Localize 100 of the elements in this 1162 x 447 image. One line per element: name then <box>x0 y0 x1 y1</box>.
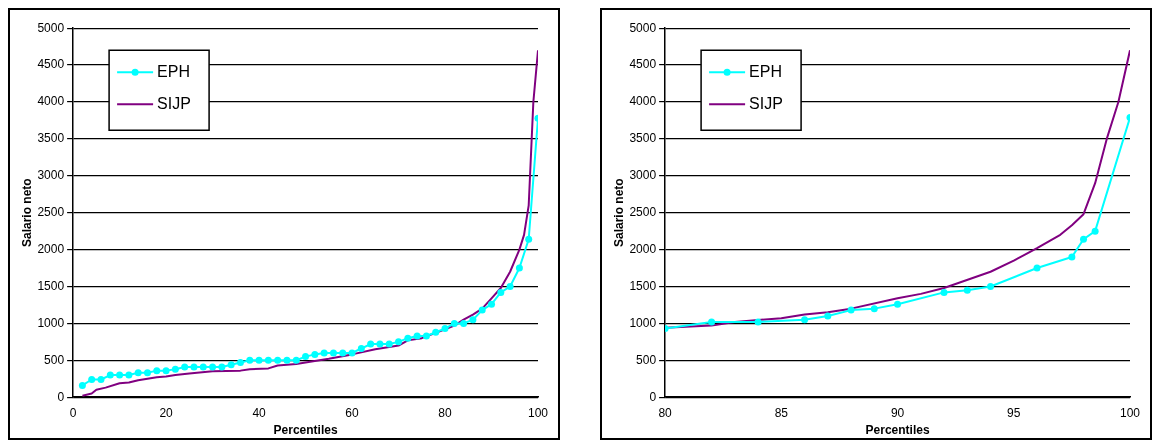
point <box>190 363 198 371</box>
point <box>754 318 762 326</box>
point <box>302 353 310 361</box>
x-tick-label: 20 <box>159 405 174 420</box>
point <box>274 356 282 364</box>
point <box>847 306 855 314</box>
legend-label: SIJP <box>157 94 191 112</box>
x-axis-title: Percentiles <box>273 423 338 438</box>
point <box>227 361 235 369</box>
y-tick-label: 4500 <box>629 57 657 72</box>
y-tick-label: 1000 <box>37 315 65 330</box>
y-tick-label: 3000 <box>629 168 657 183</box>
point <box>708 318 716 326</box>
point <box>292 356 300 364</box>
point <box>153 367 161 375</box>
y-tick-label: 4000 <box>629 94 657 109</box>
x-tick-label: 40 <box>252 405 267 420</box>
y-tick-label: 500 <box>636 352 657 367</box>
y-tick-label: 2000 <box>629 241 657 256</box>
y-tick-label: 0 <box>57 389 65 404</box>
x-tick-label: 90 <box>890 405 905 420</box>
point <box>940 288 948 296</box>
point <box>525 235 533 243</box>
y-tick-label: 4000 <box>37 94 65 109</box>
point <box>1091 227 1099 235</box>
point <box>432 328 440 336</box>
legend-label: SIJP <box>749 94 783 112</box>
y-tick-label: 1500 <box>37 278 65 293</box>
x-tick-label: 85 <box>774 405 789 420</box>
point <box>497 288 505 296</box>
y-tick-label: 500 <box>44 352 65 367</box>
y-axis-title: Salario neto <box>19 178 34 248</box>
x-tick-label: 100 <box>527 405 549 420</box>
point <box>395 338 403 346</box>
y-tick-label: 2500 <box>629 205 657 220</box>
point <box>376 340 384 348</box>
point <box>460 319 468 327</box>
point <box>963 286 971 294</box>
point <box>404 334 412 342</box>
point <box>488 300 496 308</box>
point <box>171 365 179 373</box>
point <box>283 356 291 364</box>
point <box>801 316 809 324</box>
point <box>441 325 449 333</box>
point <box>506 283 514 290</box>
point <box>1068 253 1076 261</box>
point <box>181 363 189 371</box>
y-tick-label: 3500 <box>37 131 65 146</box>
point <box>106 371 114 379</box>
x-tick-label: 0 <box>69 405 77 420</box>
point <box>413 332 421 340</box>
point <box>894 300 902 308</box>
y-tick-label: 5000 <box>629 20 657 35</box>
point <box>515 264 523 272</box>
point <box>1033 264 1041 272</box>
point <box>143 369 151 377</box>
point <box>209 363 217 371</box>
point <box>134 369 142 377</box>
point <box>987 283 995 290</box>
y-tick-label: 3500 <box>629 131 657 146</box>
point <box>478 306 486 314</box>
point <box>255 356 263 364</box>
point <box>320 349 328 357</box>
legend-label: EPH <box>749 62 782 80</box>
point <box>246 356 254 364</box>
point <box>236 359 244 367</box>
y-tick-label: 2000 <box>37 241 65 256</box>
point <box>1080 235 1088 243</box>
point <box>339 349 347 357</box>
point <box>78 381 86 389</box>
y-tick-label: 1000 <box>629 315 657 330</box>
point <box>870 305 878 313</box>
x-tick-label: 60 <box>345 405 360 420</box>
point <box>422 332 430 340</box>
point <box>469 316 477 324</box>
point <box>385 340 393 348</box>
point <box>311 350 319 358</box>
y-tick-label: 0 <box>649 389 657 404</box>
x-tick-label: 80 <box>658 405 673 420</box>
point <box>357 344 365 352</box>
point <box>125 371 133 379</box>
point <box>116 371 124 379</box>
y-tick-label: 3000 <box>37 168 65 183</box>
x-tick-label: 80 <box>438 405 453 420</box>
point <box>329 349 337 357</box>
point <box>450 319 458 327</box>
x-tick-label: 95 <box>1007 405 1021 420</box>
y-tick-label: 5000 <box>37 20 65 35</box>
x-axis-title: Percentiles <box>865 423 930 438</box>
point <box>824 312 832 320</box>
point <box>97 375 105 383</box>
legend-label: EPH <box>157 62 190 80</box>
y-tick-label: 4500 <box>37 57 65 72</box>
point <box>264 356 272 364</box>
y-tick-label: 2500 <box>37 205 65 220</box>
point <box>199 363 207 371</box>
y-tick-label: 1500 <box>629 278 657 293</box>
point <box>348 349 356 357</box>
x-tick-label: 100 <box>1119 405 1141 420</box>
y-axis-title: Salario neto <box>611 178 626 248</box>
